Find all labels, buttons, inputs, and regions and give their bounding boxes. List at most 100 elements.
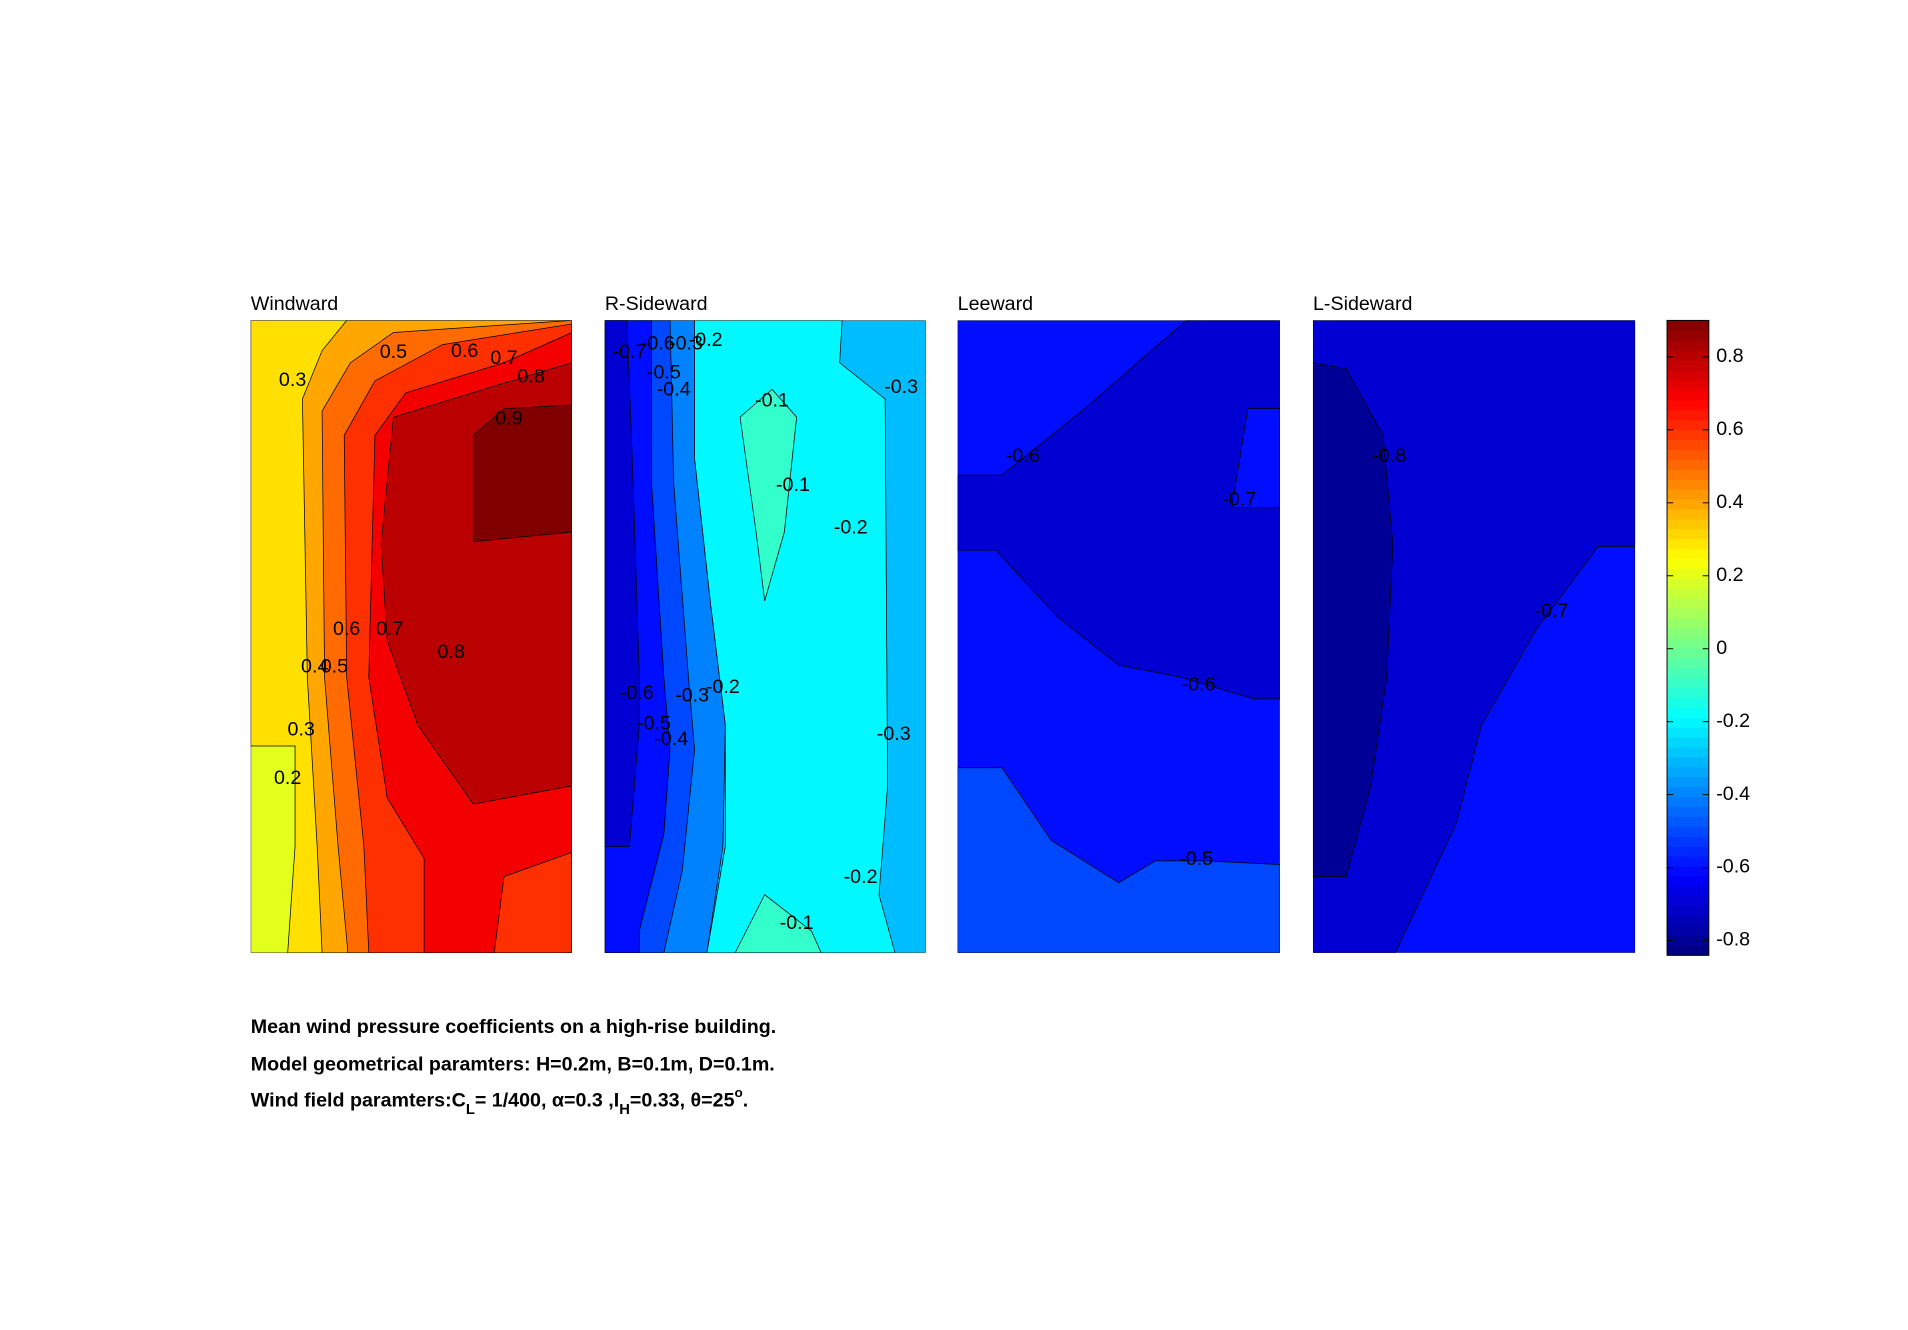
colorbar-segment: [1667, 637, 1709, 649]
contour-label: 0.7: [490, 347, 517, 369]
caption-subscript: L: [466, 1102, 475, 1118]
colorbar-segment: [1667, 836, 1709, 847]
colorbar-segment: [1667, 727, 1709, 738]
contour-label: -0.2: [834, 517, 868, 539]
contour-label: -0.7: [1222, 489, 1256, 511]
contour-label: 0.8: [438, 641, 465, 663]
contour-label: -0.5: [647, 362, 681, 384]
caption-part: = 1/400, α=0.3 ,I: [475, 1090, 619, 1112]
colorbar-tick-label: 0.4: [1716, 491, 1743, 513]
colorbar-tick-label: 0: [1716, 637, 1727, 659]
contour-region: [734, 894, 822, 953]
contour-label: 0.5: [380, 341, 407, 363]
colorbar-segment: [1667, 855, 1709, 867]
colorbar-segment: [1667, 558, 1709, 569]
contour-panel: [957, 320, 1280, 953]
colorbar-segment: [1667, 568, 1709, 579]
colorbar-segment: [1667, 528, 1709, 540]
contour-label: -0.2: [706, 676, 740, 698]
caption-subscript: H: [619, 1102, 630, 1118]
contour-label: -0.4: [657, 379, 691, 401]
contour-region: [1312, 362, 1394, 877]
colorbar-segment: [1667, 370, 1709, 381]
colorbar-segment: [1667, 826, 1709, 837]
colorbar-segment: [1667, 687, 1709, 698]
colorbar-segment: [1667, 627, 1709, 639]
caption-line: Wind field paramters:CL= 1/400, α=0.3 ,I…: [251, 1085, 748, 1118]
caption-part: Wind field paramters:C: [251, 1090, 466, 1112]
colorbar-segment: [1667, 756, 1709, 768]
contour-label: 0.7: [376, 618, 403, 640]
colorbar-segment: [1667, 548, 1709, 560]
caption-line: Mean wind pressure coefficients on a hig…: [251, 1016, 776, 1038]
contour-label: 0.9: [495, 408, 522, 430]
colorbar-segment: [1667, 578, 1709, 589]
colorbar-segment: [1667, 935, 1709, 946]
contour-label: -0.5: [1179, 848, 1213, 870]
contour-label: -0.1: [776, 474, 810, 496]
contour-label: -0.3: [675, 685, 709, 707]
colorbar-tick-label: -0.2: [1716, 710, 1750, 732]
colorbar-segment: [1667, 905, 1709, 917]
contour-label: 0.2: [274, 767, 301, 789]
contour-region: [493, 852, 572, 953]
contour-region: [957, 320, 1280, 700]
contour-label: -0.2: [844, 866, 878, 888]
contour-label: -0.6: [1006, 445, 1040, 467]
colorbar-tick-label: 0.2: [1716, 564, 1743, 586]
colorbar-segment: [1667, 846, 1709, 857]
contour-region: [1312, 320, 1636, 953]
colorbar-segment: [1667, 925, 1709, 936]
contour-label: -0.7: [1535, 600, 1569, 622]
contour-label: 0.3: [279, 369, 306, 391]
colorbar-segment: [1667, 469, 1709, 480]
colorbar-segment: [1667, 508, 1709, 520]
colorbar-segment: [1667, 766, 1709, 778]
contour-label: -0.3: [669, 333, 703, 355]
colorbar-segment: [1667, 895, 1709, 907]
colorbar-segment: [1667, 498, 1709, 510]
colorbar-segment: [1667, 360, 1709, 371]
contour-label: 0.8: [517, 365, 544, 387]
colorbar-tick-label: -0.6: [1716, 856, 1750, 878]
colorbar-segment: [1667, 479, 1709, 490]
colorbar-segment: [1667, 379, 1709, 391]
colorbar-segment: [1667, 667, 1709, 679]
contour-label: -0.1: [755, 390, 789, 412]
contour-label: -0.6: [1182, 674, 1216, 696]
colorbar-segment: [1667, 736, 1709, 748]
contour-region: [957, 767, 1280, 953]
colorbar-tick-label: 0.6: [1716, 418, 1743, 440]
contour-label: -0.3: [877, 723, 911, 745]
colorbar-segment: [1667, 588, 1709, 599]
colorbar-segment: [1667, 786, 1709, 798]
colorbar-segment: [1667, 697, 1709, 708]
panel-title: Leeward: [958, 293, 1033, 315]
contour-label: -0.3: [884, 376, 918, 398]
contour-region: [739, 388, 798, 602]
contour-label: -0.6: [641, 333, 675, 355]
colorbar-tick-label: 0.8: [1716, 345, 1743, 367]
colorbar-segment: [1667, 647, 1709, 659]
colorbar-segment: [1667, 945, 1709, 956]
contour-label: -0.5: [637, 713, 671, 735]
colorbar-segment: [1667, 677, 1709, 688]
colorbar-segment: [1667, 389, 1709, 401]
colorbar-segment: [1667, 796, 1709, 808]
contour-panel: [604, 320, 926, 953]
colorbar-segment: [1667, 717, 1709, 728]
contour-panel: [250, 320, 572, 953]
colorbar-segment: [1667, 806, 1709, 817]
contour-label: 0.4: [301, 656, 328, 678]
contour-label: -0.4: [654, 728, 688, 750]
colorbar-tick-label: -0.4: [1716, 783, 1750, 805]
colorbar-segment: [1667, 429, 1709, 441]
colorbar-segment: [1667, 518, 1709, 530]
colorbar-frame: [1666, 319, 1710, 956]
colorbar-segment: [1667, 746, 1709, 758]
colorbar-segment: [1667, 330, 1709, 341]
contour-label: -0.6: [620, 682, 654, 704]
colorbar-segment: [1667, 409, 1709, 421]
